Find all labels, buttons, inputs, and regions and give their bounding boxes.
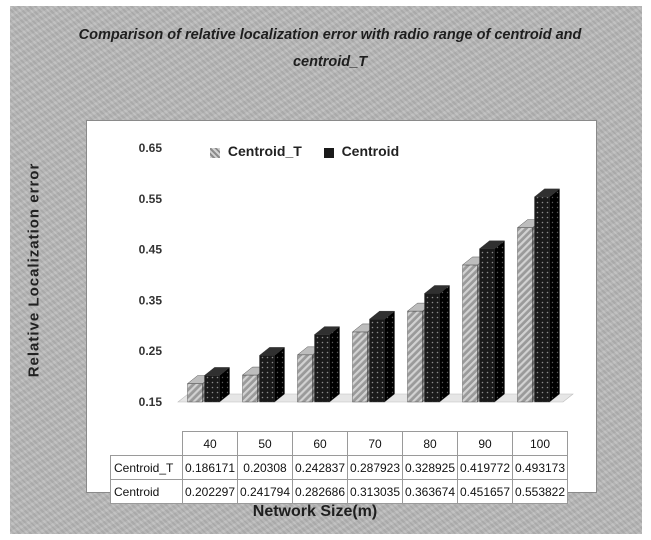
bar-centroid-side <box>274 346 285 403</box>
table-cell: 0.493173 <box>512 455 568 480</box>
legend-label-centroid-t: Centroid_T <box>227 143 302 160</box>
bar-centroid-front <box>534 196 550 403</box>
chart-title: Comparison of relative localization erro… <box>78 27 582 70</box>
table-cat-cell: 80 <box>402 431 458 456</box>
table-corner-cell <box>110 431 183 456</box>
table-cat-cell: 60 <box>292 431 348 456</box>
legend: Centroid_T Centroid <box>210 142 417 159</box>
bar-centroid-t-front <box>352 331 368 403</box>
table-row-label: Centroid <box>110 479 183 504</box>
x-axis-label: Network Size(m) <box>252 503 378 520</box>
y-tick-label: 0.35 <box>139 293 163 307</box>
bar-centroid-side <box>494 240 505 403</box>
table-cat-cell: 70 <box>347 431 403 456</box>
table-cell: 0.241794 <box>237 479 293 504</box>
table-cell: 0.186171 <box>182 455 238 480</box>
bar-centroid-side <box>329 326 340 403</box>
table-cell: 0.202297 <box>182 479 238 504</box>
legend-swatch-centroid <box>323 147 334 158</box>
bar-centroid-side <box>439 285 450 403</box>
table-cell: 0.451657 <box>457 479 513 504</box>
bar-centroid-t-front <box>407 310 423 403</box>
table-cell: 0.242837 <box>292 455 348 480</box>
table-cat-cell: 50 <box>237 431 293 456</box>
legend-label-centroid: Centroid <box>341 143 400 160</box>
bar-centroid-front <box>369 318 385 403</box>
table-cell: 0.282686 <box>292 479 348 504</box>
table-cat-cell: 40 <box>182 431 238 456</box>
bar-centroid-front <box>259 355 275 403</box>
bar-centroid <box>203 367 231 403</box>
bar-centroid-t-front <box>242 374 258 403</box>
bar-centroid <box>313 326 341 403</box>
bar-centroid-top <box>203 367 231 376</box>
bar-centroid <box>423 285 451 403</box>
table-cell: 0.20308 <box>237 455 293 480</box>
table-cat-cell: 100 <box>512 431 568 456</box>
bar-centroid-top <box>258 347 286 356</box>
table-cat-cell: 90 <box>457 431 513 456</box>
table-cell: 0.419772 <box>457 455 513 480</box>
bar-centroid-front <box>204 375 220 403</box>
bar-centroid-front <box>479 248 495 403</box>
y-tick-label: 0.65 <box>139 141 163 155</box>
table-cell: 0.313035 <box>347 479 403 504</box>
legend-item-centroid-t: Centroid_T <box>210 143 302 159</box>
bar-centroid-t-front <box>187 383 203 403</box>
bar-centroid-top <box>423 285 451 294</box>
bar-centroid-t-front <box>517 227 533 403</box>
plot-area <box>86 120 597 493</box>
bar-centroid-side <box>549 188 560 403</box>
data-table: 40 50 60 70 80 90 100 Centroid_T 0.18617… <box>110 431 568 504</box>
legend-swatch-centroid-t <box>210 147 220 158</box>
bar-centroid-top <box>313 326 341 335</box>
table-row-centroid: Centroid 0.202297 0.241794 0.282686 0.31… <box>110 479 568 504</box>
bar-centroid-top <box>368 310 396 320</box>
y-tick-label: 0.25 <box>139 344 163 358</box>
bar-centroid-front <box>424 293 440 403</box>
table-cell: 0.363674 <box>402 479 458 504</box>
bar-centroid <box>478 240 506 403</box>
table-cell: 0.287923 <box>347 455 403 480</box>
bar-centroid <box>533 188 561 403</box>
y-tick-label: 0.55 <box>139 192 163 206</box>
legend-item-centroid: Centroid <box>323 143 400 160</box>
bar-centroid-front <box>314 334 330 403</box>
table-cell: 0.553822 <box>512 479 568 504</box>
bar-centroid-t-front <box>462 264 478 403</box>
bar-centroid-top <box>533 188 561 198</box>
table-row-label: Centroid_T <box>110 455 183 480</box>
bar-centroid-top <box>478 240 506 249</box>
y-tick-label: 0.45 <box>139 243 163 257</box>
table-cell: 0.328925 <box>402 455 458 480</box>
bar-centroid-t-front <box>297 354 313 403</box>
table-row-categories: 40 50 60 70 80 90 100 <box>110 431 568 456</box>
bar-centroid <box>368 310 396 403</box>
bar-centroid-side <box>384 310 395 403</box>
bar-centroid <box>258 346 286 403</box>
table-row-centroid-t: Centroid_T 0.186171 0.20308 0.242837 0.2… <box>110 455 568 480</box>
y-tick-label: 0.15 <box>139 395 163 409</box>
